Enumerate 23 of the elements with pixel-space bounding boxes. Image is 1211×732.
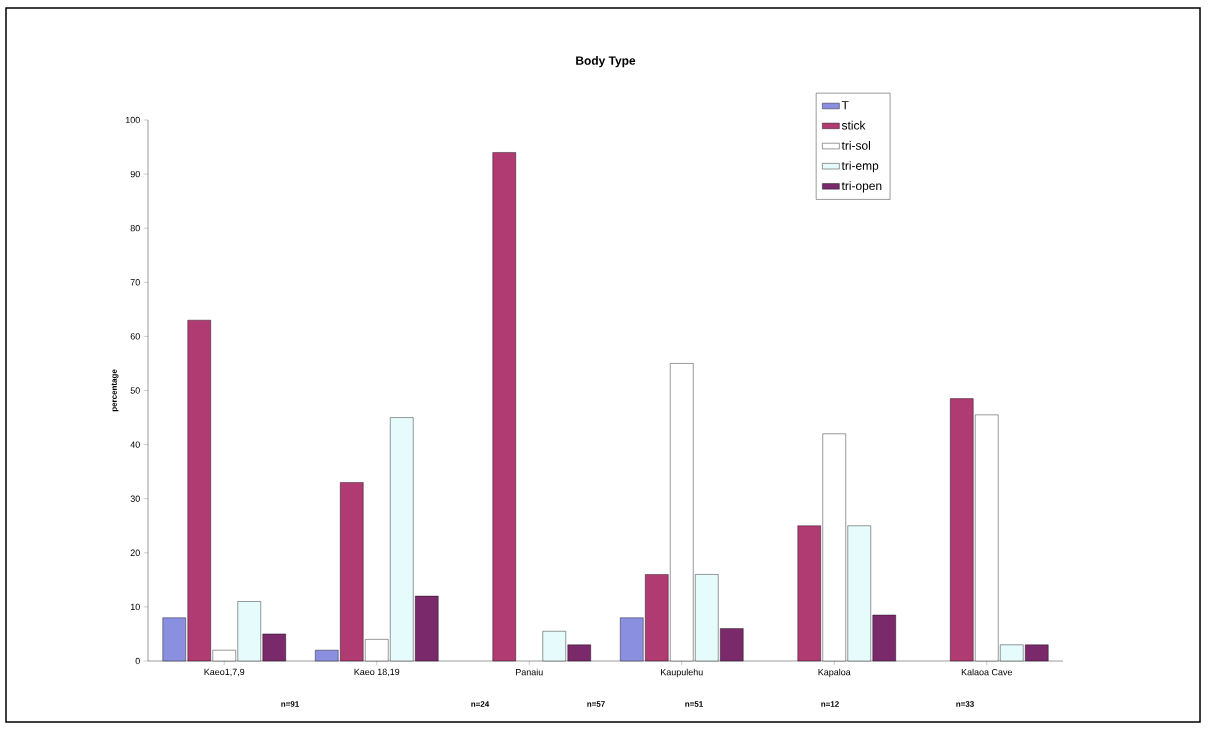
y-tick-label: 60 [130,333,140,340]
y-tick-label: 30 [130,495,140,502]
y-tick-label: 40 [130,441,140,448]
y-tick-label: 80 [130,225,140,232]
y-tick-label: 100 [125,116,140,124]
x-tick-label: Kaeo1,7,9 [204,668,245,677]
y-tick-label: 50 [130,387,140,394]
y-tick-label: 10 [130,603,140,611]
chart-title: Body Type [576,56,636,68]
legend-label: tri-open [841,181,882,193]
y-tick-label: 20 [130,549,140,556]
x-tick-label: Kaeo 18,19 [354,668,400,677]
legend-label: tri-sol [841,140,870,150]
legend-label: T [841,101,849,110]
y-tick-label: 70 [130,279,140,286]
x-tick-label: Kaupulehu [661,668,703,678]
x-tick-label: Panaiu [516,668,543,676]
y-tick-label: 0 [135,657,140,665]
y-tick-label: 90 [130,170,140,178]
x-tick-label: Kapaloa [818,668,851,678]
legend-label: tri-emp [841,161,879,173]
x-tick-label: Kalaoa Cave [961,668,1013,676]
legend-label: stick [841,120,866,130]
